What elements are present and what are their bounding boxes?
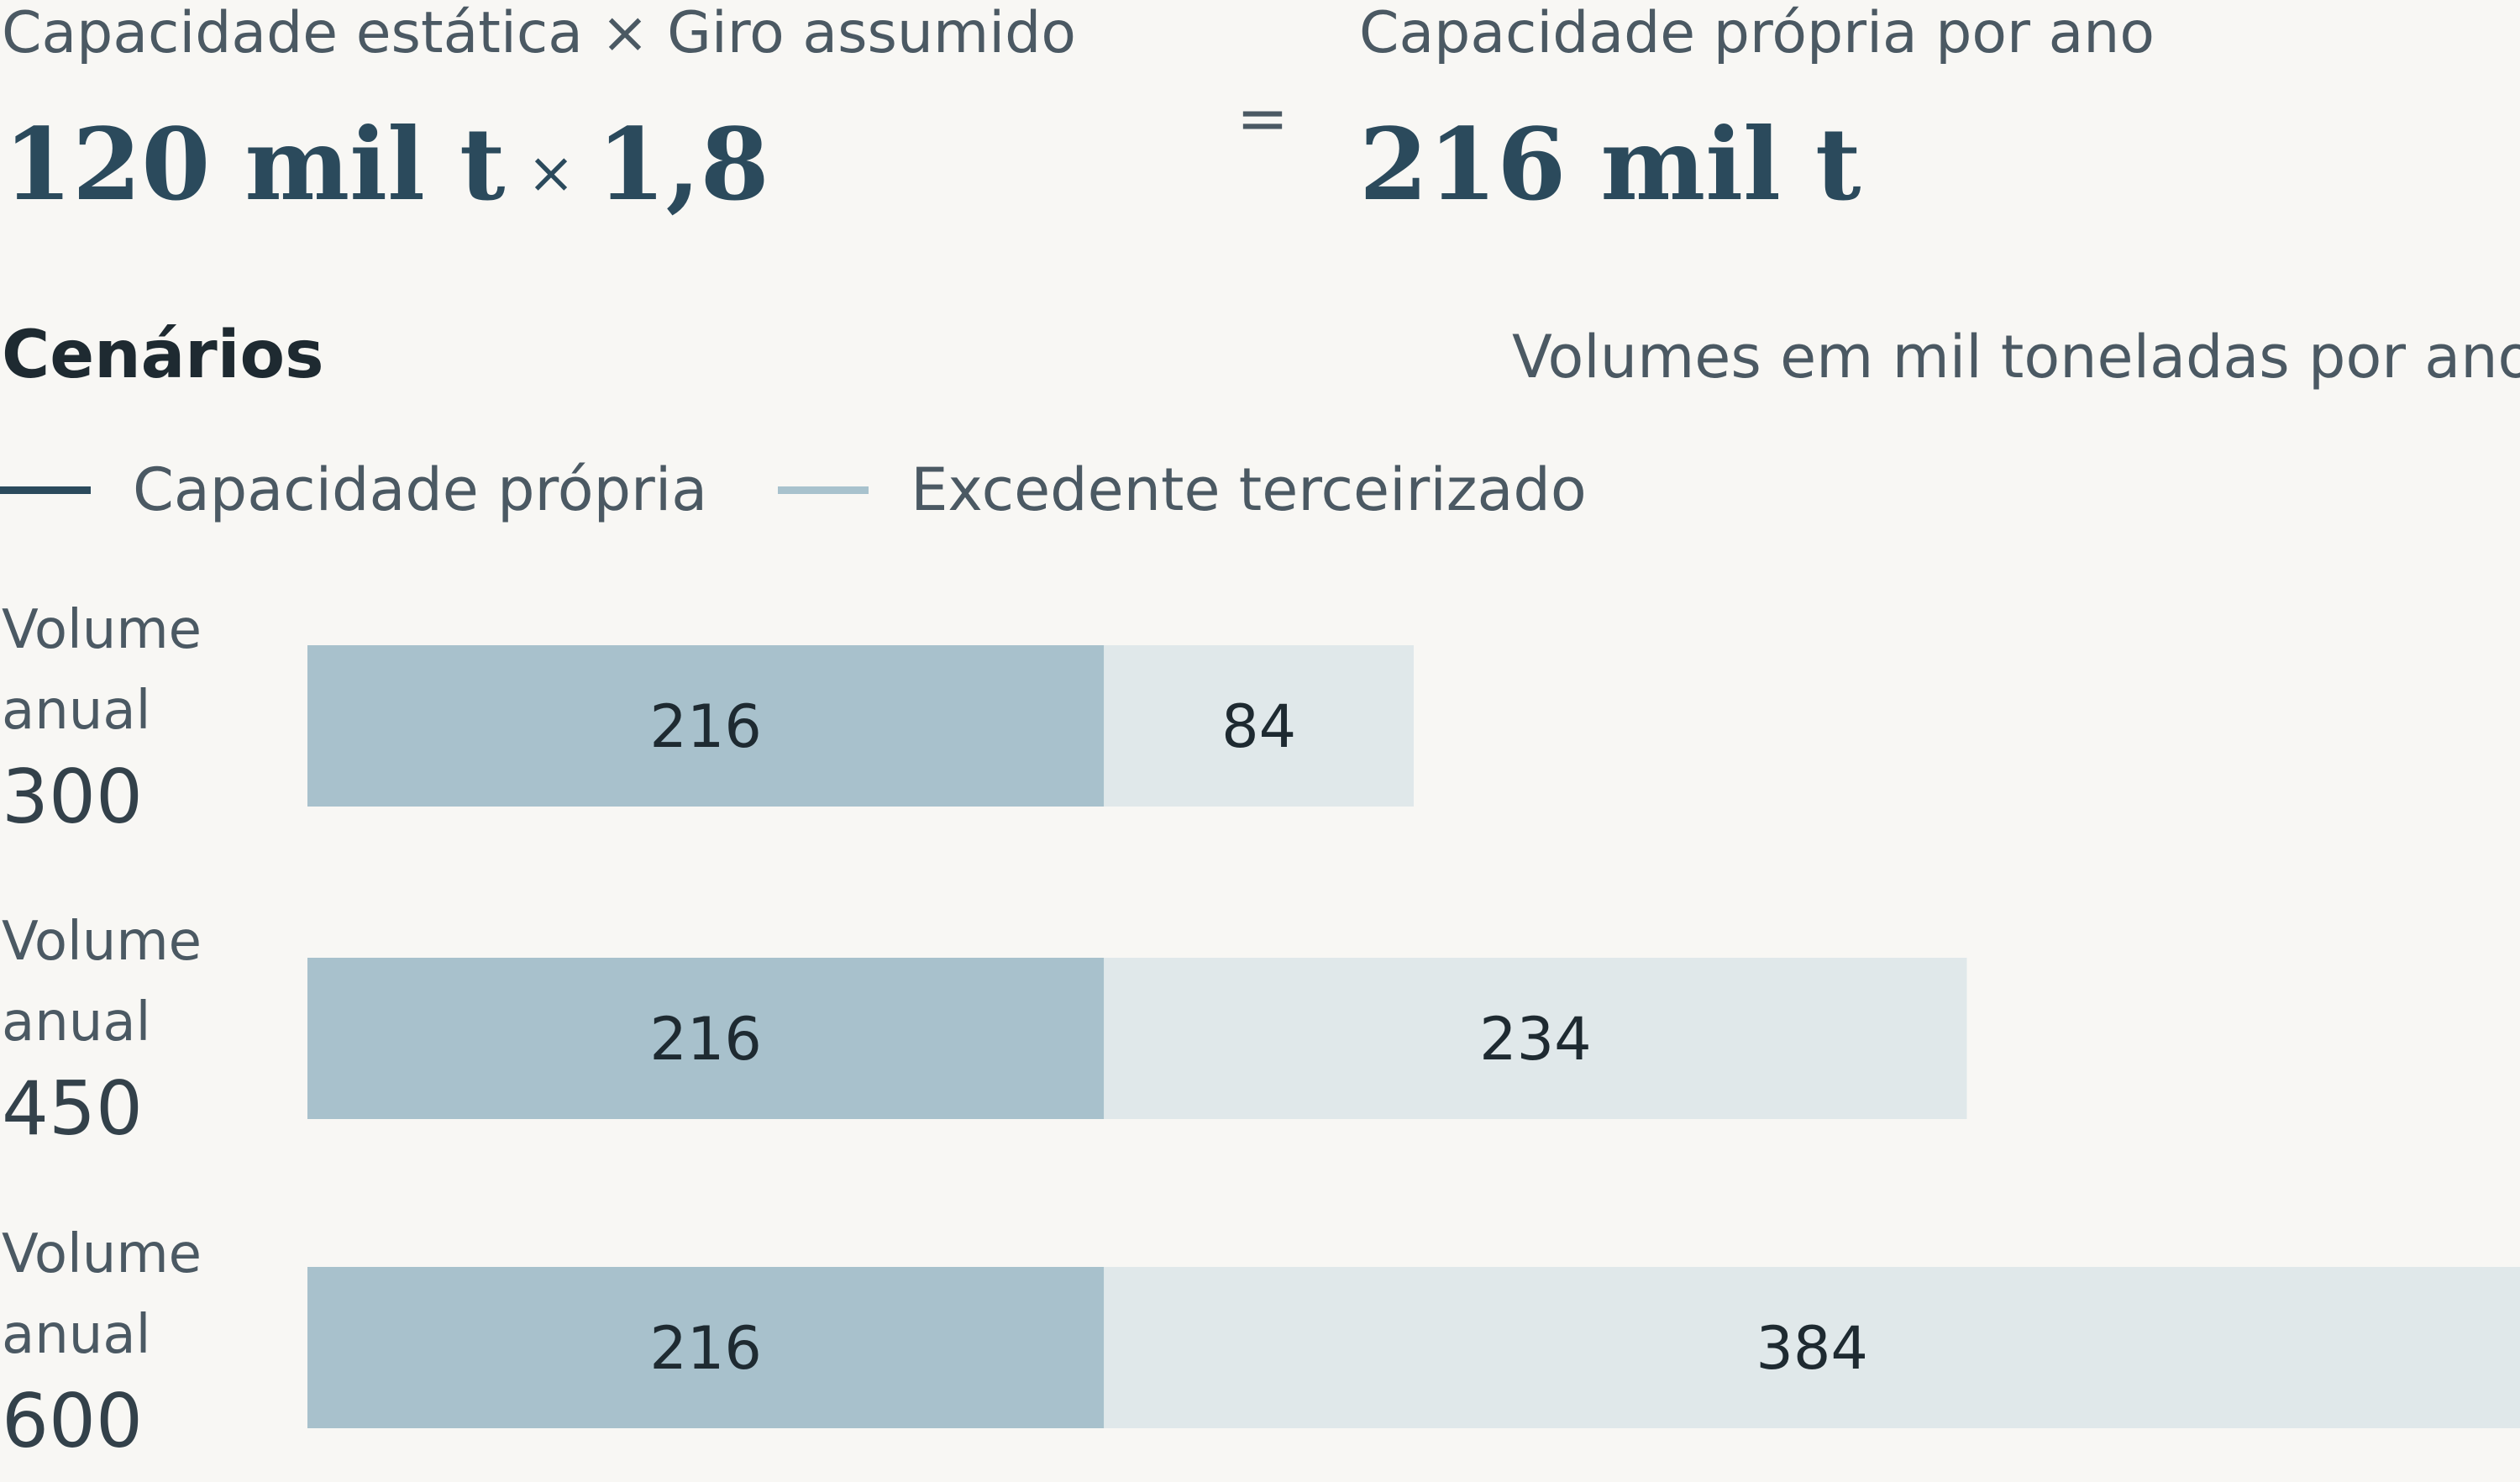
- data-label-own-600: 216: [649, 1314, 762, 1383]
- legend-item-outsourced: Excedente terceirizado: [778, 455, 1587, 524]
- category-line1: Volume: [2, 911, 202, 973]
- bar-segment-own-600: [307, 1267, 1105, 1428]
- data-label-own-450: 216: [649, 1005, 762, 1074]
- category-value: 600: [2, 1378, 143, 1464]
- data-label-outsourced-600: 384: [1756, 1314, 1868, 1383]
- legend-label-own: Capacidade própria: [133, 455, 708, 524]
- category-line2: anual: [2, 680, 151, 742]
- category-value: 450: [2, 1065, 143, 1152]
- chart-subtitle: Volumes em mil toneladas por ano: [1512, 323, 2520, 392]
- category-value: 300: [2, 754, 143, 840]
- bar-segment-own-450: [307, 958, 1105, 1119]
- bar-segment-outsourced-600: [1104, 1267, 2520, 1428]
- equals-sign: =: [1236, 82, 1289, 155]
- data-label-outsourced-300: 84: [1221, 692, 1296, 761]
- category-line1: Volume: [2, 1223, 202, 1285]
- formula-right-label: Capacidade própria por ano: [1359, 0, 2155, 66]
- bar-segment-outsourced-450: [1104, 958, 1967, 1119]
- bar-segment-outsourced-300: [1104, 645, 1414, 807]
- capacity-value: 120 mil t: [3, 106, 506, 223]
- category-line1: Volume: [2, 599, 202, 661]
- turnover-value: 1,8: [596, 106, 769, 223]
- legend-swatch-outsourced: [778, 486, 869, 494]
- legend-label-outsourced: Excedente terceirizado: [911, 455, 1587, 524]
- chart-legend: Capacidade própria Excedente terceirizad…: [0, 455, 1657, 524]
- category-label-300: Volume anual 300: [2, 590, 202, 843]
- category-line2: anual: [2, 991, 151, 1054]
- formula-result: 216 mil t: [1359, 106, 1861, 223]
- legend-swatch-own: [0, 486, 91, 494]
- category-label-600: Volume anual 600: [2, 1214, 202, 1468]
- formula-left-label: Capacidade estática × Giro assumido: [2, 0, 1076, 66]
- section-title: Cenários: [2, 318, 324, 393]
- category-line2: anual: [2, 1304, 151, 1366]
- legend-item-own-capacity: Capacidade própria: [0, 455, 707, 524]
- formula-expression: 120 mil t × 1,8: [3, 106, 769, 223]
- bar-segment-own-300: [307, 645, 1105, 807]
- stacked-bar-chart: 216 84 216 234 216 384: [307, 645, 2520, 1428]
- data-label-outsourced-450: 234: [1479, 1005, 1592, 1074]
- category-label-450: Volume anual 450: [2, 901, 202, 1155]
- times-sign: ×: [527, 140, 575, 207]
- data-label-own-300: 216: [649, 692, 762, 761]
